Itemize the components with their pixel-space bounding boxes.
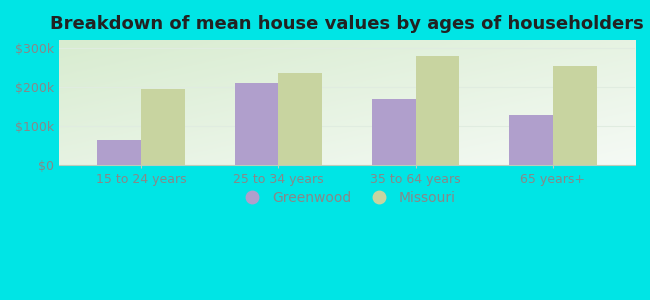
Bar [141,89,185,165]
Bar [372,99,415,165]
Bar [235,83,278,165]
Bar [509,116,552,165]
Bar [98,140,141,165]
Bar [415,56,460,165]
Title: Breakdown of mean house values by ages of householders: Breakdown of mean house values by ages o… [50,15,644,33]
Bar [278,73,322,165]
Bar [552,66,597,165]
Legend: Greenwood, Missouri: Greenwood, Missouri [233,185,461,210]
